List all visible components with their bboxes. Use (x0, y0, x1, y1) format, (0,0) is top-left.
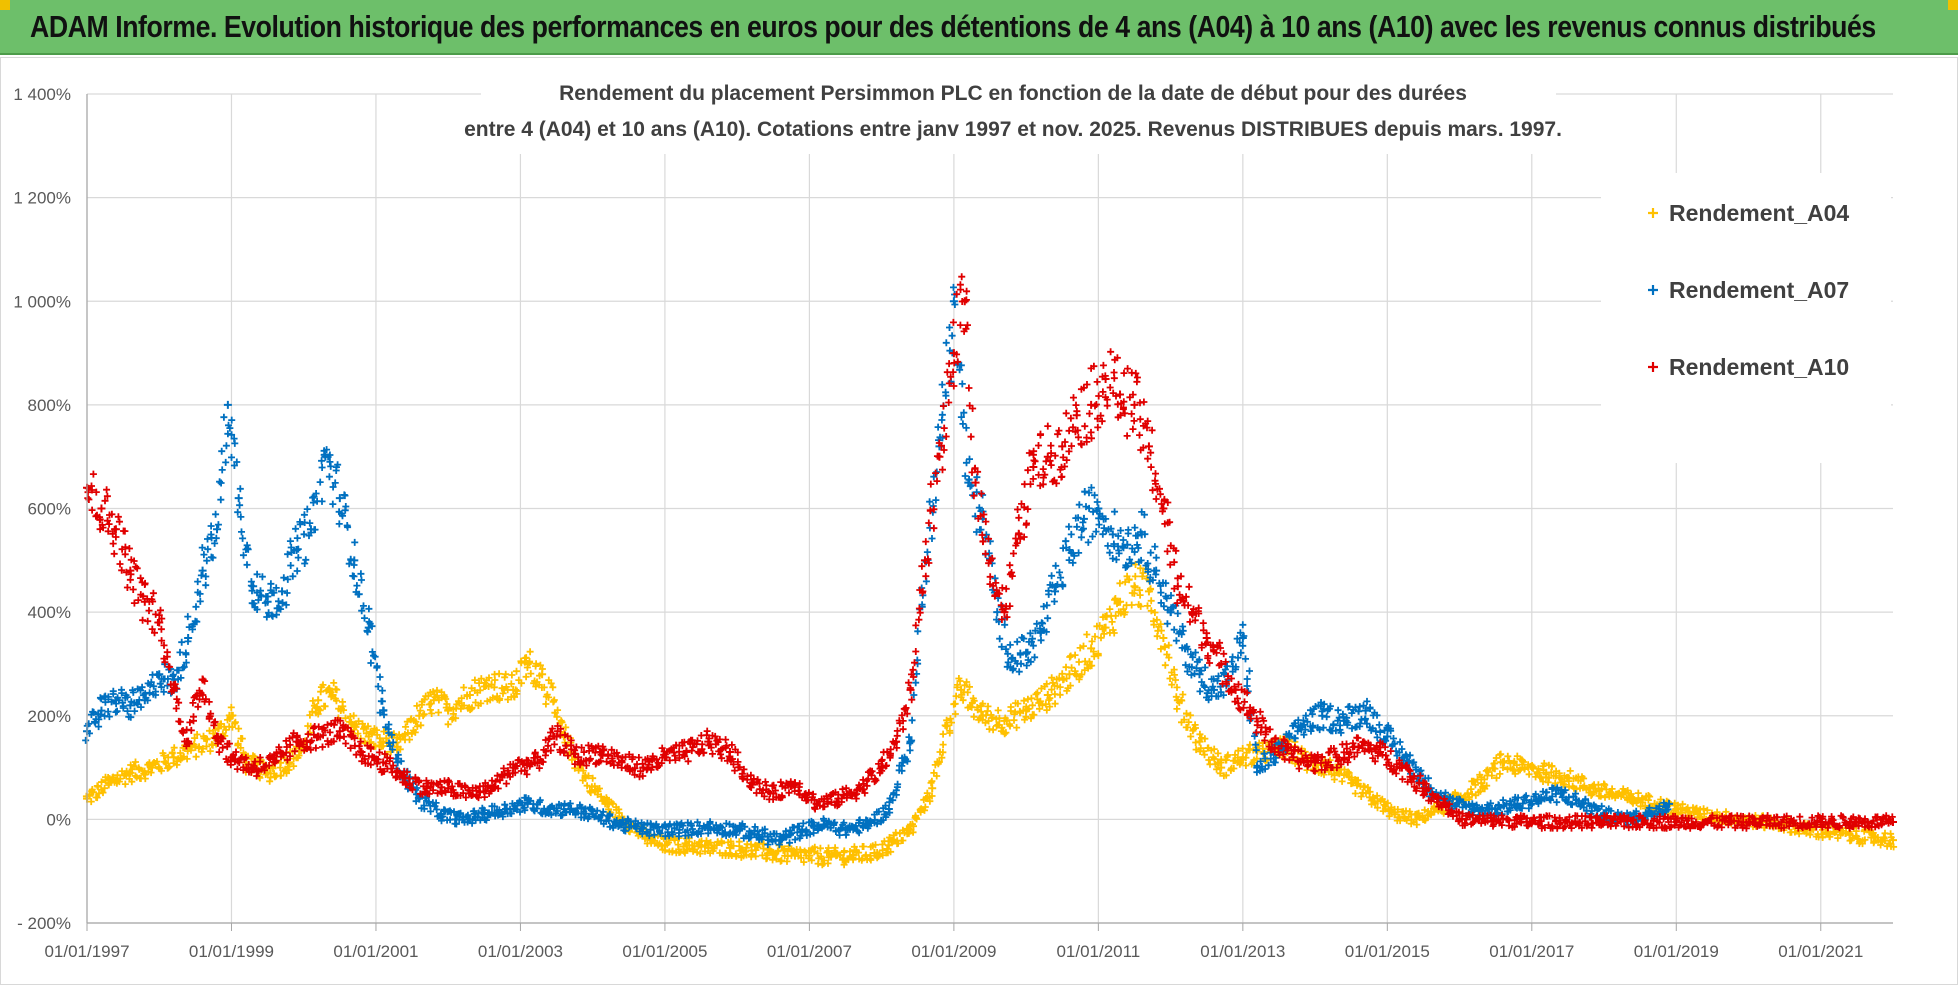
data-point (335, 494, 344, 503)
y-tick-label: 1 000% (13, 292, 71, 311)
banner: ADAM Informe. Evolution historique des p… (0, 0, 1958, 55)
chart-title-line1: Rendement du placement Persimmon PLC en … (559, 82, 1467, 105)
y-tick-label: 200% (28, 707, 71, 726)
legend-label: Rendement_A10 (1669, 354, 1849, 380)
data-point (1116, 390, 1125, 399)
data-point (1144, 442, 1153, 451)
x-tick-label: 01/01/1999 (189, 942, 274, 961)
chart-frame: - 200% 0% 200% 400% 600% 800% 1 000% 1 200% 1 40… (0, 57, 1958, 985)
x-tick-label: 01/01/2017 (1489, 942, 1574, 961)
x-tick-label: 01/01/2009 (911, 942, 996, 961)
y-tick-label: 1 400% (13, 85, 71, 104)
series-Rendement_A10 (83, 273, 1897, 832)
banner-corner-left (0, 0, 10, 10)
data-point (1058, 442, 1067, 451)
x-tick-label: 01/01/2005 (622, 942, 707, 961)
data-point (335, 727, 344, 736)
series-scatter-Rendement_A10 (84, 273, 1896, 832)
series-scatter-Rendement_A07 (82, 283, 1672, 849)
legend-label: Rendement_A07 (1669, 277, 1849, 303)
legend-item: Rendement_A07 (1648, 277, 1849, 303)
data-point (1361, 706, 1370, 715)
title-background (481, 68, 1556, 154)
legend-marker-icon (1648, 208, 1658, 218)
axes: - 200% 0% 200% 400% 600% 800% 1 000% 1 200% 1 40… (13, 85, 1893, 961)
data-point (1007, 654, 1016, 663)
legend-item: Rendement_A04 (1648, 200, 1849, 226)
y-tick-label: - 200% (17, 914, 71, 933)
y-tick-label: 800% (28, 396, 71, 415)
legend-background (1601, 173, 1891, 463)
legend-item: Rendement_A10 (1648, 354, 1849, 380)
data-point (928, 784, 937, 793)
series-Rendement_A07 (82, 283, 1674, 849)
data-point (1043, 452, 1052, 461)
data-point (1130, 400, 1139, 409)
data-point (234, 494, 243, 503)
data-point (971, 478, 980, 487)
x-tick-label: 01/01/2013 (1200, 942, 1285, 961)
data-point (223, 400, 232, 409)
chart-marks (82, 273, 1898, 869)
x-tick-label: 01/01/2021 (1778, 942, 1863, 961)
data-point (1159, 634, 1168, 643)
chart: - 200% 0% 200% 400% 600% 800% 1 000% 1 200% 1 40… (13, 68, 1898, 961)
x-tick-label: 01/01/2011 (1056, 942, 1140, 961)
legend-marker-icon (1648, 362, 1658, 372)
data-point (97, 504, 106, 513)
x-tick-label: 01/01/1997 (44, 942, 129, 961)
legend-marker-icon (1648, 285, 1658, 295)
data-point (993, 608, 1002, 617)
grid (86, 93, 1893, 924)
data-point (198, 566, 207, 575)
x-tick-label: 01/01/2019 (1634, 942, 1719, 961)
x-tick-label: 01/01/2003 (478, 942, 563, 961)
data-point (1108, 530, 1117, 539)
x-tick-label: 01/01/2001 (333, 942, 418, 961)
y-tick-label: 1 200% (13, 189, 71, 208)
legend: Rendement_A04 Rendement_A07 Rendement_A10 (1601, 173, 1891, 463)
data-point (1123, 540, 1132, 549)
legend-label: Rendement_A04 (1669, 200, 1849, 226)
banner-title: ADAM Informe. Evolution historique des p… (30, 8, 1876, 44)
y-tick-label: 600% (28, 500, 71, 519)
data-point (278, 587, 287, 596)
x-tick-label: 01/01/2015 (1345, 942, 1430, 961)
data-point (126, 701, 135, 710)
chart-title-line2: entre 4 (A04) et 10 ans (A10). Cotations… (464, 118, 1562, 141)
data-point (1029, 463, 1038, 472)
y-tick-label: 400% (28, 603, 71, 622)
data-point (213, 525, 222, 534)
banner-corner-right (1948, 0, 1958, 10)
x-tick-label: 01/01/2007 (767, 942, 852, 961)
y-tick-label: 0% (46, 810, 71, 829)
